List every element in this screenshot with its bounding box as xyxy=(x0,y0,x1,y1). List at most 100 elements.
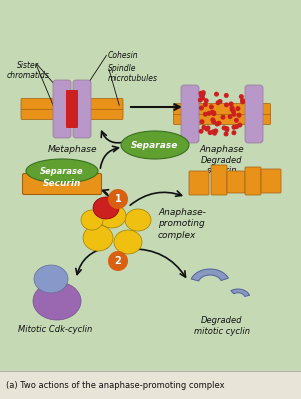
Circle shape xyxy=(208,130,213,135)
Circle shape xyxy=(231,109,236,114)
Text: Sister
chromatids: Sister chromatids xyxy=(7,61,49,81)
Circle shape xyxy=(213,128,218,133)
Text: Anaphase-
promoting
complex: Anaphase- promoting complex xyxy=(158,208,206,240)
Circle shape xyxy=(224,126,229,131)
Circle shape xyxy=(216,100,221,105)
Circle shape xyxy=(206,111,211,116)
Circle shape xyxy=(234,124,239,129)
FancyBboxPatch shape xyxy=(23,174,101,194)
FancyBboxPatch shape xyxy=(66,90,78,128)
FancyBboxPatch shape xyxy=(261,169,281,193)
Circle shape xyxy=(211,111,216,116)
FancyBboxPatch shape xyxy=(53,80,71,138)
Text: Separase: Separase xyxy=(131,140,179,150)
Ellipse shape xyxy=(81,210,103,230)
Circle shape xyxy=(200,119,204,124)
Text: Cohesin: Cohesin xyxy=(108,51,139,60)
Circle shape xyxy=(215,122,220,126)
Ellipse shape xyxy=(83,225,113,251)
FancyBboxPatch shape xyxy=(181,85,199,143)
Ellipse shape xyxy=(34,265,68,293)
Circle shape xyxy=(211,129,216,134)
Ellipse shape xyxy=(114,230,142,254)
Ellipse shape xyxy=(98,204,126,228)
Text: Degraded
securin: Degraded securin xyxy=(201,156,243,176)
Text: Spindle
microtubules: Spindle microtubules xyxy=(108,64,158,83)
Circle shape xyxy=(214,92,219,97)
Circle shape xyxy=(199,93,204,99)
Circle shape xyxy=(200,95,205,101)
Circle shape xyxy=(216,120,222,126)
Ellipse shape xyxy=(33,282,81,320)
Text: Securin: Securin xyxy=(43,180,81,188)
Ellipse shape xyxy=(121,131,189,159)
Circle shape xyxy=(211,111,216,115)
Circle shape xyxy=(210,110,215,115)
FancyBboxPatch shape xyxy=(245,167,261,195)
Circle shape xyxy=(228,101,234,107)
Text: 2: 2 xyxy=(115,256,121,266)
Ellipse shape xyxy=(125,209,151,231)
Text: (a) Two actions of the anaphase-promoting complex: (a) Two actions of the anaphase-promotin… xyxy=(6,381,225,389)
Circle shape xyxy=(231,112,236,117)
Circle shape xyxy=(209,105,214,109)
Circle shape xyxy=(203,102,208,107)
Circle shape xyxy=(198,98,203,103)
Circle shape xyxy=(108,189,128,209)
Circle shape xyxy=(224,103,229,107)
Circle shape xyxy=(240,99,245,105)
Circle shape xyxy=(198,91,203,96)
Circle shape xyxy=(230,105,234,111)
Circle shape xyxy=(237,122,242,128)
Text: Degraded
mitotic cyclin: Degraded mitotic cyclin xyxy=(194,316,250,336)
Circle shape xyxy=(230,107,235,112)
Text: Metaphase: Metaphase xyxy=(47,145,97,154)
Text: 1: 1 xyxy=(115,194,121,204)
Circle shape xyxy=(212,131,217,136)
Circle shape xyxy=(224,131,228,136)
Circle shape xyxy=(108,251,128,271)
FancyBboxPatch shape xyxy=(189,171,209,195)
Circle shape xyxy=(199,105,204,111)
Circle shape xyxy=(239,94,244,99)
Circle shape xyxy=(211,111,216,116)
FancyBboxPatch shape xyxy=(173,113,271,124)
Circle shape xyxy=(204,98,209,103)
Circle shape xyxy=(231,130,237,135)
Circle shape xyxy=(203,112,208,117)
Circle shape xyxy=(231,125,237,130)
Circle shape xyxy=(228,114,233,119)
Circle shape xyxy=(211,119,216,124)
Circle shape xyxy=(204,126,209,132)
FancyBboxPatch shape xyxy=(173,103,271,115)
FancyBboxPatch shape xyxy=(227,171,245,193)
Circle shape xyxy=(210,117,215,122)
Circle shape xyxy=(240,98,245,103)
FancyBboxPatch shape xyxy=(211,165,227,195)
Text: Mitotic Cdk-cyclin: Mitotic Cdk-cyclin xyxy=(18,325,92,334)
Circle shape xyxy=(235,106,240,111)
Circle shape xyxy=(200,92,205,97)
Circle shape xyxy=(199,129,203,134)
Text: Anaphase: Anaphase xyxy=(200,145,244,154)
Circle shape xyxy=(218,99,222,104)
Polygon shape xyxy=(231,289,250,296)
Circle shape xyxy=(234,118,239,123)
FancyBboxPatch shape xyxy=(21,99,123,109)
FancyBboxPatch shape xyxy=(245,85,263,143)
Circle shape xyxy=(201,90,206,95)
Ellipse shape xyxy=(26,159,98,183)
Bar xyxy=(0,371,301,399)
Circle shape xyxy=(206,125,210,130)
Circle shape xyxy=(225,127,229,132)
Circle shape xyxy=(224,93,229,98)
FancyBboxPatch shape xyxy=(21,109,123,119)
Ellipse shape xyxy=(93,197,119,219)
Circle shape xyxy=(221,115,225,120)
Polygon shape xyxy=(191,269,228,281)
FancyBboxPatch shape xyxy=(73,80,91,138)
Text: Separase: Separase xyxy=(40,166,84,176)
Circle shape xyxy=(201,125,206,130)
Circle shape xyxy=(237,113,241,118)
Circle shape xyxy=(222,125,227,130)
